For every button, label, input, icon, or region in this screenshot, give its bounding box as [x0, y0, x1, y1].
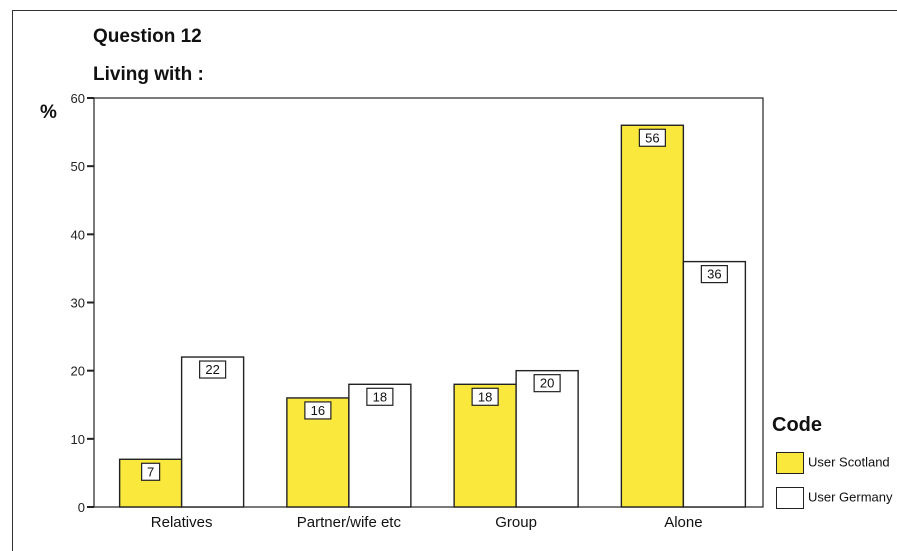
- legend-swatch-scotland: [776, 452, 804, 474]
- figure-frame: [12, 10, 897, 551]
- data-label: 36: [707, 267, 721, 282]
- legend-title: Code: [772, 414, 822, 436]
- y-tick-label: 60: [71, 91, 85, 106]
- data-label: 7: [147, 464, 154, 479]
- chart-title: Living with :: [93, 64, 204, 85]
- question-title: Question 12: [93, 26, 202, 47]
- data-label-box: [700, 265, 728, 284]
- bar-germany: [180, 356, 245, 508]
- data-label: 16: [311, 403, 325, 418]
- data-label: 18: [373, 389, 387, 404]
- bar-germany: [515, 369, 579, 508]
- data-label-box: [533, 374, 561, 393]
- y-tick-label: 40: [71, 227, 85, 242]
- data-label: 22: [205, 362, 219, 377]
- data-label: 18: [478, 389, 492, 404]
- data-label-box: [141, 462, 161, 481]
- legend-item-scotland: User Scotland: [776, 452, 890, 474]
- data-label-box: [638, 128, 666, 147]
- bar-scotland: [620, 124, 685, 508]
- y-axis-label: %: [40, 102, 57, 123]
- bar-germany: [682, 260, 747, 508]
- data-label: 20: [540, 376, 554, 391]
- x-tick-label: Partner/wife etc: [297, 514, 402, 531]
- data-label-box: [471, 387, 499, 406]
- legend-item-germany: User Germany: [776, 487, 893, 509]
- x-tick-label: Group: [495, 514, 537, 531]
- y-tick-label: 30: [71, 296, 85, 311]
- x-tick-label: Alone: [664, 514, 702, 531]
- data-label-box: [366, 387, 394, 406]
- legend-swatch-germany: [776, 487, 804, 509]
- y-tick-label: 50: [71, 159, 85, 174]
- x-tick-label: Relatives: [151, 514, 213, 531]
- legend-label-scotland: User Scotland: [808, 454, 890, 470]
- data-label-box: [199, 360, 227, 379]
- data-label-box: [304, 401, 332, 420]
- y-tick-label: 10: [71, 432, 85, 447]
- y-tick-label: 0: [78, 500, 85, 515]
- data-label: 56: [645, 130, 659, 145]
- legend-label-germany: User Germany: [808, 489, 893, 505]
- y-tick-label: 20: [71, 364, 85, 379]
